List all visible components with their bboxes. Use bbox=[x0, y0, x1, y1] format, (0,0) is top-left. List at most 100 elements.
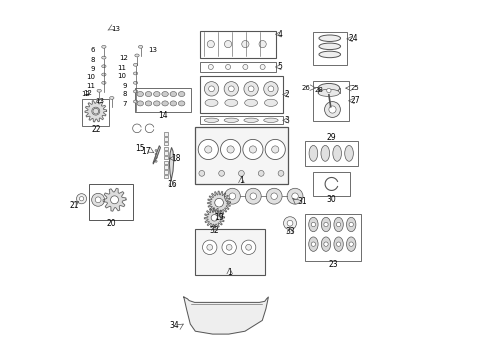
Circle shape bbox=[92, 107, 100, 115]
Ellipse shape bbox=[321, 145, 330, 161]
Bar bbox=[164, 132, 169, 136]
Text: 6: 6 bbox=[90, 47, 95, 53]
Text: 8: 8 bbox=[122, 91, 126, 97]
Circle shape bbox=[264, 82, 278, 96]
Ellipse shape bbox=[319, 35, 341, 41]
Bar bbox=[164, 165, 169, 169]
Ellipse shape bbox=[205, 99, 218, 107]
Text: 27: 27 bbox=[350, 96, 360, 105]
Ellipse shape bbox=[318, 84, 340, 93]
Circle shape bbox=[155, 157, 157, 159]
Ellipse shape bbox=[133, 100, 138, 103]
Text: 13: 13 bbox=[111, 26, 120, 32]
Text: 25: 25 bbox=[350, 85, 359, 91]
Ellipse shape bbox=[133, 90, 138, 93]
Text: 9: 9 bbox=[90, 66, 95, 72]
Text: 15: 15 bbox=[135, 144, 145, 153]
Polygon shape bbox=[208, 191, 231, 214]
Circle shape bbox=[207, 244, 213, 250]
Text: 13: 13 bbox=[96, 98, 104, 104]
Text: 7: 7 bbox=[122, 102, 126, 107]
Ellipse shape bbox=[135, 54, 139, 57]
Circle shape bbox=[311, 242, 316, 246]
Circle shape bbox=[224, 188, 240, 204]
Ellipse shape bbox=[137, 91, 144, 96]
Circle shape bbox=[271, 146, 279, 153]
Text: 14: 14 bbox=[158, 112, 168, 120]
Text: 18: 18 bbox=[172, 154, 181, 163]
Ellipse shape bbox=[204, 118, 219, 122]
Text: 24: 24 bbox=[349, 35, 358, 44]
Text: 5: 5 bbox=[277, 62, 282, 71]
Circle shape bbox=[287, 188, 303, 204]
Bar bbox=[195, 127, 288, 184]
Text: 31: 31 bbox=[297, 197, 307, 206]
Text: 33: 33 bbox=[285, 228, 295, 236]
Circle shape bbox=[349, 222, 353, 227]
Circle shape bbox=[155, 149, 157, 152]
Circle shape bbox=[76, 194, 87, 204]
Ellipse shape bbox=[102, 45, 106, 48]
Ellipse shape bbox=[321, 237, 331, 251]
Bar bbox=[164, 170, 169, 174]
Circle shape bbox=[111, 196, 119, 204]
Ellipse shape bbox=[162, 91, 169, 96]
Circle shape bbox=[242, 240, 256, 255]
Text: 20: 20 bbox=[106, 219, 116, 228]
Text: 1: 1 bbox=[239, 176, 244, 185]
Circle shape bbox=[284, 217, 296, 230]
Ellipse shape bbox=[309, 217, 318, 232]
Circle shape bbox=[243, 64, 248, 69]
Circle shape bbox=[287, 220, 293, 226]
Bar bbox=[313, 81, 349, 121]
Text: 8: 8 bbox=[90, 58, 95, 63]
Polygon shape bbox=[170, 148, 174, 180]
Text: 10: 10 bbox=[118, 73, 126, 79]
Ellipse shape bbox=[102, 73, 106, 76]
Polygon shape bbox=[184, 297, 269, 334]
Ellipse shape bbox=[102, 56, 106, 59]
Text: 28: 28 bbox=[315, 87, 323, 93]
Bar bbox=[164, 142, 169, 145]
Bar bbox=[313, 32, 347, 65]
Circle shape bbox=[215, 199, 223, 207]
Text: 11: 11 bbox=[86, 83, 95, 89]
Circle shape bbox=[268, 86, 274, 92]
Circle shape bbox=[329, 106, 336, 113]
Text: 10: 10 bbox=[86, 75, 95, 80]
Text: 2: 2 bbox=[285, 90, 290, 99]
Ellipse shape bbox=[133, 63, 138, 66]
Bar bbox=[200, 76, 283, 113]
Circle shape bbox=[266, 188, 282, 204]
Text: 26: 26 bbox=[302, 85, 311, 91]
Circle shape bbox=[249, 146, 257, 153]
Circle shape bbox=[229, 193, 236, 199]
Circle shape bbox=[242, 40, 249, 48]
Ellipse shape bbox=[333, 145, 342, 161]
Bar bbox=[164, 147, 169, 150]
Circle shape bbox=[92, 193, 104, 206]
Text: 4: 4 bbox=[277, 30, 282, 39]
Circle shape bbox=[292, 193, 298, 199]
Circle shape bbox=[244, 82, 258, 96]
Circle shape bbox=[258, 171, 264, 176]
Ellipse shape bbox=[133, 81, 138, 84]
Text: 32: 32 bbox=[210, 226, 219, 235]
Circle shape bbox=[155, 160, 157, 162]
Polygon shape bbox=[153, 146, 160, 164]
Text: 3: 3 bbox=[285, 116, 290, 125]
Circle shape bbox=[250, 193, 257, 199]
Bar bbox=[195, 229, 265, 275]
Circle shape bbox=[79, 197, 84, 201]
Text: 29: 29 bbox=[327, 133, 337, 142]
Bar bbox=[313, 172, 350, 196]
Ellipse shape bbox=[225, 99, 238, 107]
Circle shape bbox=[337, 242, 341, 246]
Circle shape bbox=[337, 222, 341, 227]
Ellipse shape bbox=[102, 65, 106, 68]
Text: 9: 9 bbox=[122, 83, 126, 89]
Ellipse shape bbox=[110, 96, 114, 99]
Ellipse shape bbox=[321, 217, 331, 232]
Bar bbox=[164, 161, 169, 164]
Text: 22: 22 bbox=[91, 125, 100, 134]
